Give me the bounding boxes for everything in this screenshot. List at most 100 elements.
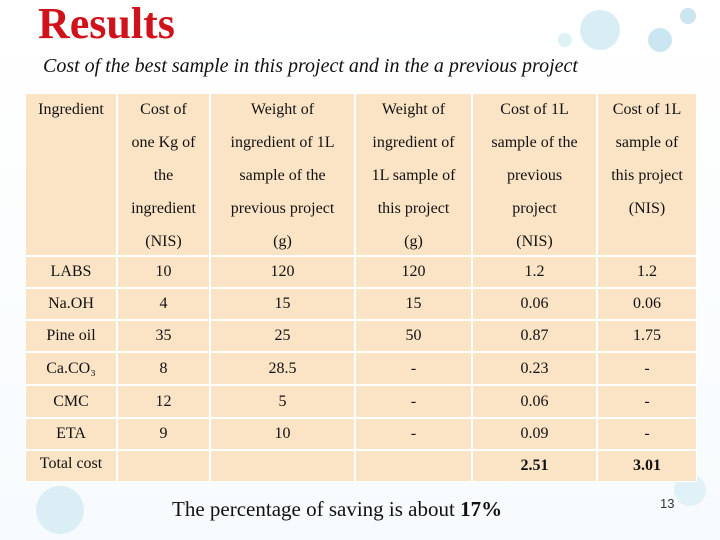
table-cell — [472, 288, 597, 320]
table-cell — [210, 385, 355, 418]
row-label: Pine oil — [46, 327, 96, 344]
cell-value: 1.2 — [637, 263, 657, 280]
table-cell — [355, 256, 472, 288]
subtitle: Cost of the best sample in this project … — [43, 55, 578, 77]
table-cell — [117, 418, 210, 450]
header-text: ingredient of 1L — [230, 134, 335, 151]
header-text: Weight of — [381, 101, 446, 118]
table-cell — [210, 320, 355, 352]
total-label: Total cost — [39, 455, 103, 472]
header-cell — [25, 93, 117, 256]
table-cell — [25, 352, 117, 385]
footer-highlight: 17% — [460, 497, 503, 521]
table-cell — [117, 450, 210, 482]
table-cell — [597, 320, 697, 352]
cell-value: 1.2 — [524, 263, 545, 280]
cell-value: 50 — [405, 327, 422, 344]
table-cell — [210, 450, 355, 482]
cell-value: 0.87 — [520, 327, 549, 344]
table-cell — [210, 256, 355, 288]
cell-value: 28.5 — [268, 359, 297, 377]
header-text: the — [153, 167, 174, 184]
cell-value: 1.75 — [633, 327, 661, 344]
row-label: Na.OH — [48, 295, 94, 312]
header-text: one Kg of — [131, 134, 196, 151]
header-cell — [597, 93, 697, 256]
table-cell — [597, 256, 697, 288]
cell-value: 10 — [274, 425, 291, 442]
cell-value: 0.23 — [520, 359, 549, 377]
header-text: this project — [611, 167, 683, 184]
header-text: ingredient of — [372, 134, 455, 151]
footer: The percentage of saving is about 17% — [172, 497, 502, 522]
header-cell — [355, 93, 472, 256]
footer-text: The percentage of saving is about — [172, 497, 461, 521]
header-text: project — [512, 200, 557, 217]
cell-value: - — [410, 425, 417, 442]
header-text: 1L sample of — [371, 167, 456, 184]
header-text: (g) — [273, 233, 292, 250]
header-text: sample of the — [491, 134, 578, 151]
header-text: (NIS) — [516, 233, 553, 250]
title: Results — [38, 0, 175, 48]
header-text: Weight of — [250, 101, 315, 118]
cell-value: 120 — [401, 263, 426, 280]
table-cell — [472, 450, 597, 482]
cell-value: 10 — [155, 263, 172, 280]
cell-value: 120 — [270, 263, 295, 280]
header-text: (NIS) — [145, 233, 182, 250]
cell-value: 25 — [274, 327, 291, 344]
header-text: Ingredient — [38, 101, 104, 118]
cell-value: - — [644, 425, 650, 442]
header-text: previous project — [230, 200, 335, 217]
header-text: sample of — [615, 134, 679, 151]
header-cell — [117, 93, 210, 256]
header-text: previous — [506, 167, 563, 184]
table-cell — [472, 418, 597, 450]
total-current: 3.01 — [633, 457, 661, 474]
table-cell — [597, 352, 697, 385]
table-cell — [25, 385, 117, 418]
page-number: 13 — [660, 496, 675, 511]
header-text: (g) — [404, 233, 423, 250]
cell-value: 35 — [155, 327, 172, 344]
table-cell — [472, 385, 597, 418]
row-label: CMC — [53, 392, 89, 410]
table-cell — [597, 385, 697, 418]
table-cell — [355, 288, 472, 320]
cell-value: - — [644, 359, 650, 377]
table-cell — [597, 288, 697, 320]
row-label: Ca.CO₃ — [46, 359, 96, 377]
cell-value: 0.06 — [520, 295, 549, 312]
table-cell — [597, 450, 697, 482]
table-cell — [25, 256, 117, 288]
header-text: sample of the — [239, 167, 326, 184]
cell-value: - — [410, 392, 417, 410]
row-label: LABS — [50, 263, 92, 280]
cell-value: 5 — [278, 392, 287, 410]
header-text: Cost of 1L — [500, 101, 569, 118]
table-cell — [210, 418, 355, 450]
table-cell — [25, 418, 117, 450]
cell-value: - — [644, 392, 650, 410]
header-cell — [210, 93, 355, 256]
table-cell — [25, 288, 117, 320]
table-cell — [210, 288, 355, 320]
row-label: ETA — [56, 425, 86, 442]
table-cell — [117, 256, 210, 288]
cell-value: 0.09 — [520, 425, 549, 442]
table-cell — [355, 320, 472, 352]
header-text: this project — [377, 200, 450, 217]
cell-value: 0.06 — [520, 392, 549, 410]
table-cell — [25, 320, 117, 352]
header-text: (NIS) — [628, 200, 666, 217]
header-cell — [472, 93, 597, 256]
table-cell — [355, 385, 472, 418]
table-cell — [597, 418, 697, 450]
table-cell — [472, 320, 597, 352]
table-cell — [472, 256, 597, 288]
cell-value: 15 — [274, 295, 291, 312]
cell-value: 15 — [405, 295, 422, 312]
